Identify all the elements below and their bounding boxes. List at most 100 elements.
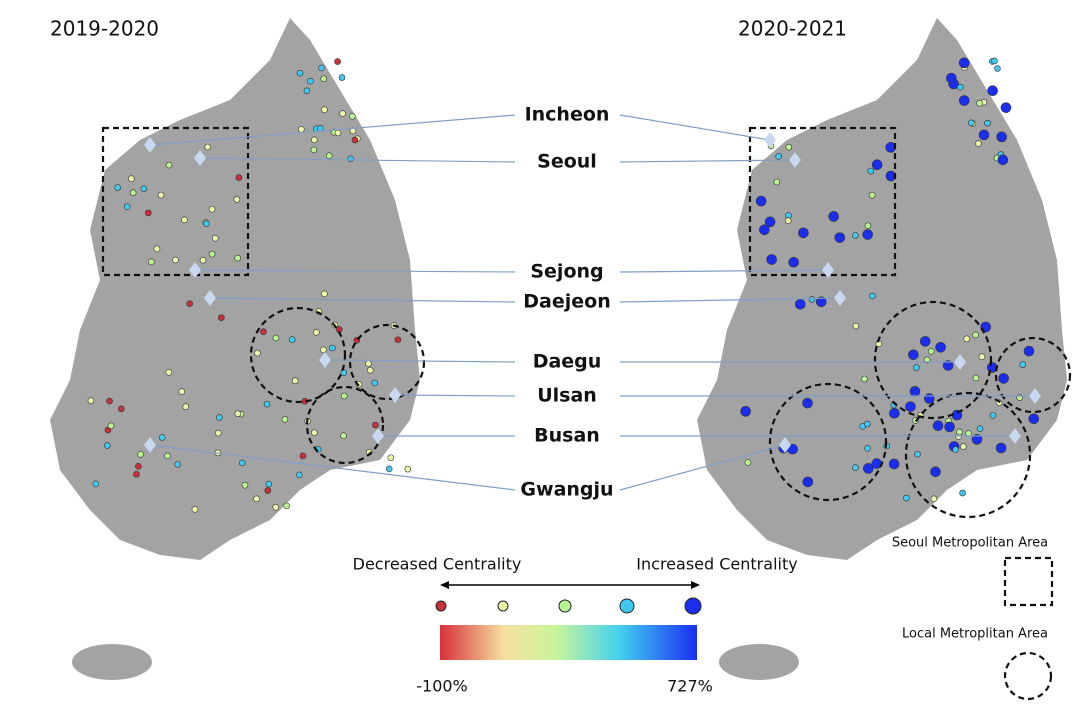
city-marker: [1029, 388, 1041, 404]
map-right: [697, 18, 1067, 680]
region-dot: [203, 220, 210, 227]
panel-title: 2020-2021: [738, 17, 847, 41]
leader-line: [394, 394, 516, 397]
region-dot: [766, 254, 777, 265]
region-dot: [186, 300, 193, 307]
region-dot: [908, 349, 919, 361]
region-dot: [296, 69, 304, 77]
region-dot: [994, 65, 1001, 72]
region-dot: [995, 442, 1007, 454]
region-dot: [147, 258, 155, 266]
leader-line: [209, 297, 516, 303]
region-dot: [313, 329, 320, 336]
region-dot: [371, 379, 379, 387]
city-marker: [144, 137, 156, 153]
leader-line: [194, 269, 516, 273]
region-dot: [998, 373, 1009, 384]
city-marker: [144, 437, 156, 453]
region-dot: [351, 136, 359, 144]
region-dot: [828, 211, 839, 222]
region-dot: [334, 129, 342, 137]
panel-title: 2019-2020: [50, 17, 159, 41]
region-dot: [208, 250, 216, 258]
region-dot: [775, 152, 782, 160]
region-dot: [216, 414, 223, 421]
region-dot: [923, 356, 931, 364]
region-dot: [199, 256, 207, 264]
region-dot: [740, 406, 751, 417]
region-dot: [320, 75, 328, 83]
region-dot: [291, 377, 299, 385]
region-dot: [310, 146, 318, 154]
region-dot: [123, 203, 131, 210]
map-left: [50, 18, 420, 680]
local-area-circle: [249, 306, 347, 404]
region-dot: [264, 487, 272, 494]
region-dot: [864, 445, 871, 452]
region-dot: [852, 464, 859, 471]
region-dot: [321, 290, 328, 298]
region-dot: [978, 129, 990, 141]
city-label: Gwangju: [520, 479, 613, 501]
region-dot: [311, 429, 318, 436]
region-dot: [958, 57, 970, 69]
region-dot: [158, 434, 166, 441]
region-dot: [924, 393, 935, 404]
region-dot: [913, 364, 920, 371]
region-dot: [191, 506, 199, 513]
region-dot: [165, 161, 173, 169]
region-dot: [288, 336, 296, 343]
region-dot: [864, 222, 872, 230]
city-marker: [834, 290, 846, 306]
area-legend-circle: [1003, 651, 1053, 701]
region-dot: [861, 375, 868, 383]
region-dot: [394, 336, 402, 343]
region-dot: [144, 209, 152, 217]
region-dot: [87, 397, 95, 404]
color-bar: [440, 625, 697, 660]
region-dot: [104, 442, 111, 449]
region-dot: [339, 110, 346, 117]
region-dot: [869, 292, 876, 300]
region-dot: [764, 216, 776, 228]
city-marker: [389, 387, 401, 403]
region-dot: [238, 459, 246, 467]
region-dot: [347, 155, 355, 163]
region-dot: [137, 451, 144, 458]
region-dot: [272, 503, 280, 511]
city-label: Seoul: [537, 151, 597, 173]
city-labels: Incheon Seoul Sejong Daejeon Daegu Ulsan Busan…: [144, 104, 1041, 501]
region-dot: [214, 429, 222, 437]
region-dot: [174, 461, 181, 468]
region-dot: [338, 74, 346, 81]
region-dot: [404, 465, 412, 473]
region-dot: [932, 420, 944, 431]
leader-line: [619, 114, 771, 141]
region-dot: [133, 470, 140, 478]
area-legend-label: Seoul Metropolitan Area: [892, 536, 1048, 551]
region-dot: [254, 349, 261, 357]
city-marker: [789, 152, 801, 168]
city-marker: [954, 354, 966, 370]
legend-label: Decreased Centrality: [353, 555, 522, 574]
local-area-circle: [348, 323, 426, 401]
region-dot: [976, 425, 984, 433]
region-dot: [984, 119, 991, 127]
region-dot: [233, 196, 241, 203]
region-dot: [960, 443, 967, 450]
region-dot: [935, 341, 946, 353]
city-marker: [194, 150, 206, 166]
region-dot: [334, 58, 341, 65]
region-dot: [253, 495, 260, 503]
leader-line: [619, 444, 786, 491]
region-dot: [164, 452, 171, 460]
region-dot: [930, 495, 938, 503]
region-dot: [755, 195, 767, 207]
region-dot: [329, 344, 336, 352]
region-dot: [372, 421, 379, 429]
city-label: Incheon: [525, 104, 610, 126]
city-label: Busan: [534, 425, 600, 447]
leader-line: [619, 159, 796, 163]
region-dot: [909, 386, 921, 397]
region-dot: [129, 189, 137, 197]
